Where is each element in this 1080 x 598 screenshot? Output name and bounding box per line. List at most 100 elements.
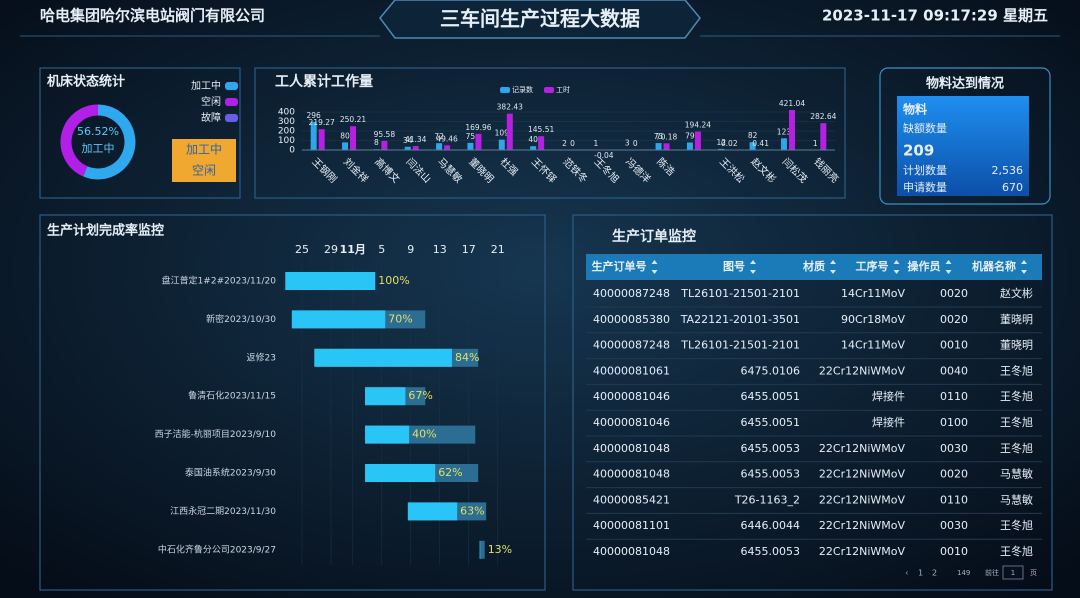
cell: 40000087248 xyxy=(593,287,670,300)
sort-icon[interactable] xyxy=(893,270,900,274)
page-unit: 页 xyxy=(1030,569,1037,577)
column-header[interactable]: 工序号 xyxy=(856,259,889,273)
panel xyxy=(572,214,1053,591)
x-tick-label: 21 xyxy=(491,243,505,256)
value-label: 79 xyxy=(685,131,695,140)
value-label: -0.04 xyxy=(594,151,614,160)
column-header[interactable]: 图号 xyxy=(723,260,745,273)
cell: 22Cr12NiWMoV xyxy=(819,493,906,506)
sort-icon[interactable] xyxy=(893,260,900,264)
row-label: 中石化齐鲁分公司2023/9/27 xyxy=(158,543,276,555)
x-tick-label: 17 xyxy=(462,243,476,256)
value-label: 40% xyxy=(412,428,436,441)
bar xyxy=(820,123,827,150)
panel xyxy=(879,67,1051,205)
card-title: 物料 xyxy=(903,102,927,117)
bar xyxy=(318,129,325,150)
cell: 0020 xyxy=(940,313,968,326)
legend-swatch xyxy=(544,87,554,93)
cell: 22Cr12NiWMoV xyxy=(819,468,906,481)
row-label: 鲁清石化2023/11/15 xyxy=(188,390,276,402)
pager-prev[interactable]: ‹ xyxy=(905,569,909,579)
legend-swatch xyxy=(225,114,238,122)
cell: 0110 xyxy=(940,390,968,403)
value-label: 219.27 xyxy=(309,118,335,127)
cell: 90Cr18MoV xyxy=(841,313,905,326)
column-header[interactable]: 材质 xyxy=(803,259,825,273)
y-tick-label: 100 xyxy=(278,136,295,146)
sort-icon[interactable] xyxy=(651,260,658,264)
cell: 0110 xyxy=(940,493,968,506)
x-tick-label: 11月 xyxy=(340,243,366,256)
bar xyxy=(655,143,662,150)
sort-icon[interactable] xyxy=(830,260,836,264)
page-input-box[interactable] xyxy=(1002,565,1024,580)
value-label: 41.34 xyxy=(405,135,427,144)
value-label: 95.58 xyxy=(374,130,396,139)
x-tick-label: 25 xyxy=(295,243,309,256)
bar xyxy=(718,148,725,150)
sort-icon[interactable] xyxy=(1021,260,1027,264)
cell: 22Cr12NiWMoV xyxy=(819,545,906,558)
sort-icon[interactable] xyxy=(830,270,836,274)
legend-label: 故障 xyxy=(201,111,221,124)
bar xyxy=(663,143,670,150)
cell: TA22121-20101-3501 xyxy=(680,313,800,326)
progress-bar xyxy=(365,425,410,444)
value-label: 282.64 xyxy=(810,112,836,121)
cell: 40000081048 xyxy=(593,545,670,558)
y-tick-label: 300 xyxy=(278,117,295,127)
sort-icon[interactable] xyxy=(945,260,952,264)
column-header[interactable]: 机器名称 xyxy=(972,259,1016,273)
cell: 王冬旭 xyxy=(1000,518,1033,532)
donut-segment xyxy=(83,104,136,180)
value-label: 0.41 xyxy=(752,139,769,148)
progress-bar xyxy=(365,464,436,482)
company: 哈电集团哈尔滨电站阀门有限公司 xyxy=(40,7,265,25)
sort-icon[interactable] xyxy=(750,260,756,264)
progress-bar xyxy=(291,310,386,329)
value-label: 62% xyxy=(438,466,462,479)
column-header[interactable]: 生产订单号 xyxy=(592,259,647,273)
page-number[interactable]: 2 xyxy=(932,569,937,578)
cell: 40000087248 xyxy=(593,339,670,352)
cell: 焊接件 xyxy=(872,415,905,429)
bar xyxy=(788,110,795,150)
value-label: 0.02 xyxy=(721,139,738,148)
label: 缺额数量 xyxy=(903,121,947,135)
datetime: 2023-11-17 09:17:29 星期五 xyxy=(822,7,1048,25)
row-label: 新密2023/10/30 xyxy=(206,313,276,325)
bar xyxy=(404,146,411,150)
cell: 40000081048 xyxy=(593,442,670,455)
cell: 0010 xyxy=(940,545,968,558)
page-number[interactable]: 149 xyxy=(957,569,970,577)
cell: 40000085421 xyxy=(593,493,670,506)
sort-icon[interactable] xyxy=(945,270,952,274)
value-label: 67% xyxy=(408,389,432,402)
sort-icon[interactable] xyxy=(1021,270,1027,274)
bar xyxy=(342,142,349,150)
value-label: 3 xyxy=(625,139,630,148)
cell: 6455.0053 xyxy=(741,468,801,481)
row-label: 泰国油系统2023/9/30 xyxy=(185,467,276,479)
bar xyxy=(436,143,443,150)
page-number[interactable]: 1 xyxy=(918,569,923,578)
cell: 6455.0051 xyxy=(741,390,801,403)
cell: 6475.0106 xyxy=(741,364,801,377)
bar xyxy=(538,136,545,150)
column-header[interactable]: 操作员 xyxy=(908,259,941,273)
sort-icon[interactable] xyxy=(651,270,658,274)
value-label: 0 xyxy=(570,139,575,148)
cell: 6455.0051 xyxy=(741,416,801,429)
value-label: 109 xyxy=(495,129,510,138)
panel-title: 生产计划完成率监控 xyxy=(47,223,164,239)
sort-icon[interactable] xyxy=(750,270,756,274)
value-label: 8 xyxy=(374,138,379,147)
tooltip-label: 加工中 xyxy=(186,142,222,157)
page-input[interactable]: 1 xyxy=(1011,569,1015,577)
bar xyxy=(686,142,693,150)
value-label: 73 xyxy=(654,132,664,141)
cell: 22Cr12NiWMoV xyxy=(819,364,906,377)
progress-bar xyxy=(365,387,406,406)
